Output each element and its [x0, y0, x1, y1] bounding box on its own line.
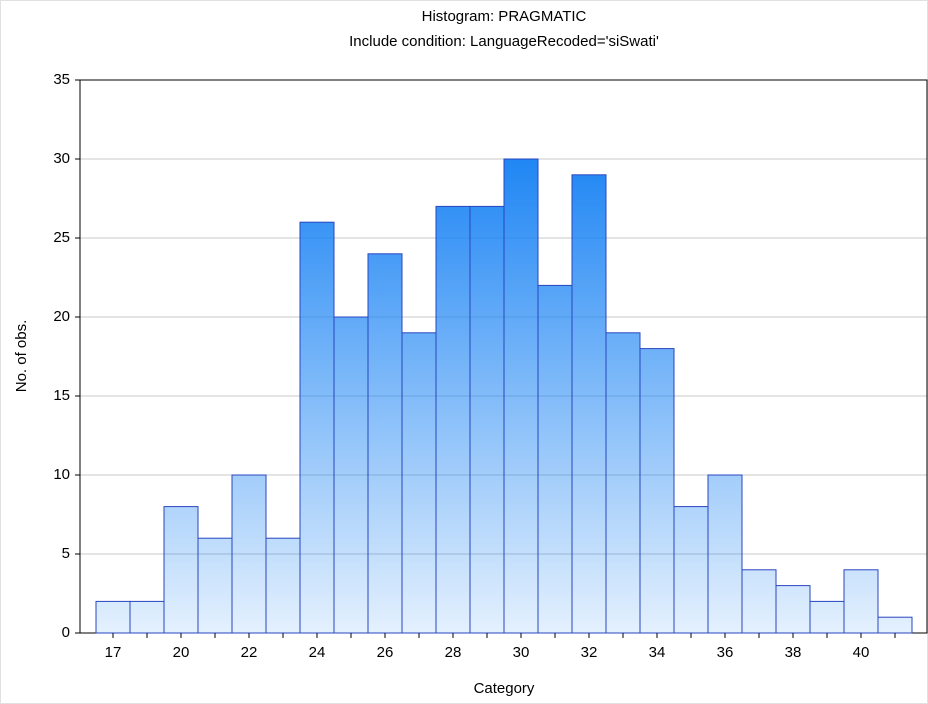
bar: [639, 348, 675, 634]
bar: [435, 205, 471, 634]
bar: [469, 205, 505, 634]
x-tick-label: 30: [513, 644, 530, 661]
x-tick-label: 40: [853, 644, 870, 661]
y-tick-label: 0: [62, 624, 70, 641]
x-tick-label: 34: [649, 644, 666, 661]
bar: [503, 158, 539, 634]
bar: [571, 174, 607, 634]
bar: [163, 506, 199, 634]
x-tick-label: 38: [785, 644, 802, 661]
bar: [367, 253, 403, 634]
bar: [537, 284, 573, 634]
bar: [401, 332, 437, 634]
x-tick-label: 22: [241, 644, 258, 661]
bar: [299, 221, 335, 634]
chart-subtitle: Include condition: LanguageRecoded='siSw…: [349, 33, 659, 50]
y-tick-label: 15: [53, 387, 70, 404]
y-tick-label: 5: [62, 545, 70, 562]
y-tick-label: 30: [53, 150, 70, 167]
y-axis-label: No. of obs.: [13, 320, 30, 393]
bar: [877, 616, 913, 634]
y-tick-label: 25: [53, 229, 70, 246]
bar: [673, 506, 709, 634]
bar: [265, 537, 301, 634]
y-tick-label: 10: [53, 466, 70, 483]
bar: [775, 585, 811, 634]
x-tick-label: 20: [173, 644, 190, 661]
x-tick-label: 17: [105, 644, 122, 661]
bar: [707, 474, 743, 634]
x-tick-label: 36: [717, 644, 734, 661]
bar: [333, 316, 369, 634]
x-tick-label: 32: [581, 644, 598, 661]
bar: [95, 600, 131, 634]
bar: [605, 332, 641, 634]
y-tick-label: 20: [53, 308, 70, 325]
bar: [809, 600, 845, 634]
x-tick-label: 24: [309, 644, 326, 661]
bar: [741, 569, 777, 634]
chart-title: Histogram: PRAGMATIC: [422, 8, 587, 25]
bar: [129, 600, 165, 634]
bar: [843, 569, 879, 634]
x-tick-label: 28: [445, 644, 462, 661]
x-tick-label: 26: [377, 644, 394, 661]
bar: [197, 537, 233, 634]
bar: [231, 474, 267, 634]
y-tick-label: 35: [53, 71, 70, 88]
x-axis-label: Category: [474, 680, 535, 697]
